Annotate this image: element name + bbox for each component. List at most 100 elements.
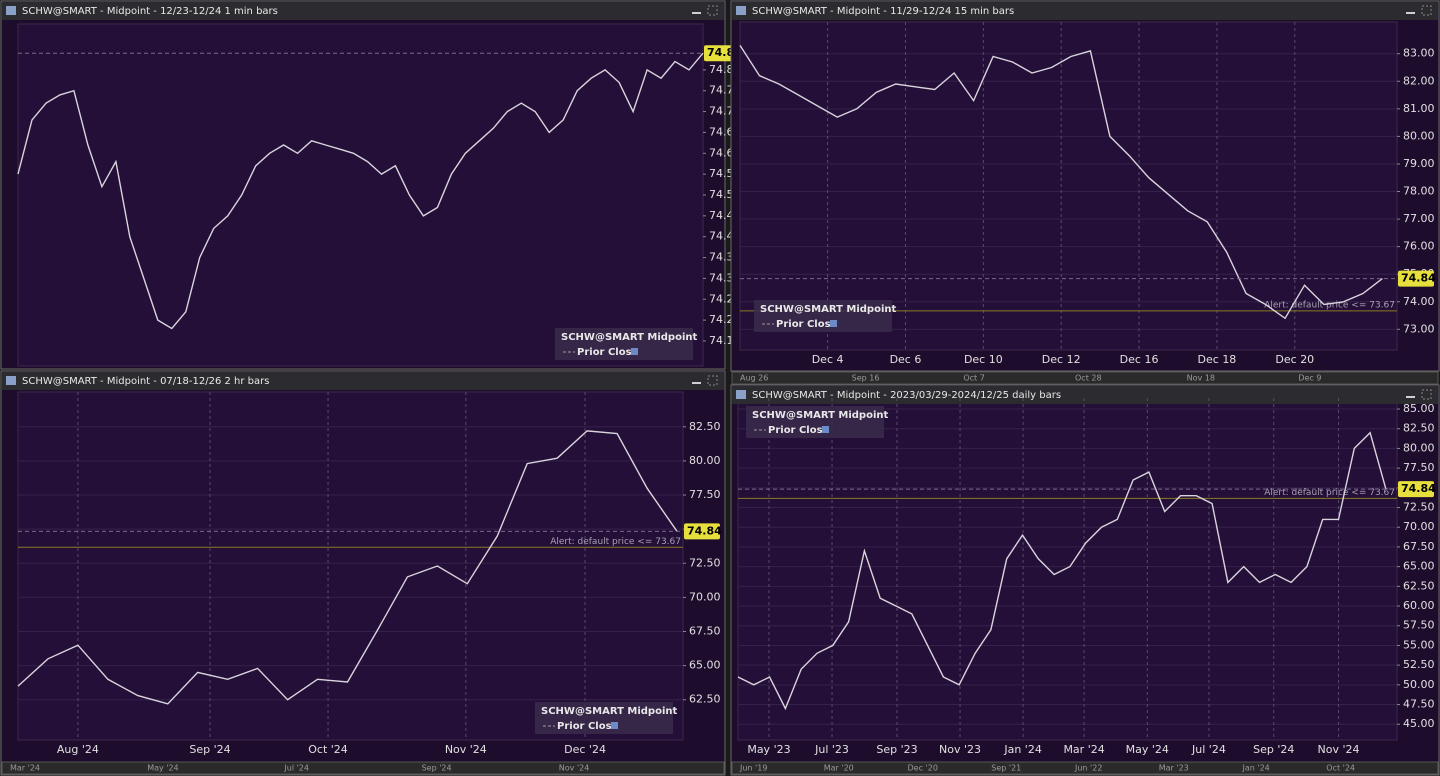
maximize-button[interactable]: [707, 375, 718, 386]
legend-title: SCHW@SMART Midpoint: [760, 304, 896, 315]
x-tick-label: Dec 12: [1042, 353, 1081, 366]
alert-label: Alert: default price <= 73.67: [550, 537, 681, 547]
x-tick-label: Dec 4: [812, 353, 844, 366]
navigator-label: Oct 7: [963, 374, 984, 383]
legend-box: [746, 406, 884, 438]
title-bar: [2, 2, 724, 20]
price-tag: [684, 523, 720, 540]
minimize-button[interactable]: [692, 12, 701, 14]
y-tick-label: 82.50: [1403, 422, 1435, 435]
y-tick-label: 62.50: [689, 693, 721, 706]
navigator[interactable]: [731, 761, 1439, 775]
minimize-button[interactable]: [692, 382, 701, 384]
y-tick-label: 74.1: [709, 334, 734, 347]
navigator-label: Dec 9: [1298, 374, 1321, 383]
navigator-label: Mar '20: [824, 764, 854, 773]
title-bar: [732, 386, 1438, 404]
maximize-button[interactable]: [707, 5, 718, 16]
price-tag-label: 74.84: [1401, 482, 1436, 495]
y-tick-label: 74.4: [709, 209, 734, 222]
price-line: [17, 52, 704, 330]
y-tick-label: 70.00: [689, 590, 721, 603]
y-tick-label: 80.00: [1403, 129, 1435, 142]
y-tick-label: 72.50: [1403, 501, 1435, 514]
x-tick-label: Jul '23: [814, 743, 849, 756]
y-tick-label: 74.7: [709, 105, 734, 118]
legend-box: [535, 702, 673, 734]
x-tick-label: Jan '24: [1003, 743, 1041, 756]
y-tick-label: 74.4: [709, 230, 734, 243]
legend-item: Prior Close: [768, 425, 830, 436]
legend-checkbox[interactable]: [822, 426, 829, 433]
y-tick-label: 85.00: [1403, 402, 1435, 415]
y-tick-label: 57.50: [1403, 619, 1435, 632]
x-tick-label: May '23: [747, 743, 790, 756]
y-tick-label: 72.50: [689, 556, 721, 569]
window-icon: [736, 6, 746, 15]
alert-label: Alert: default price <= 73.67: [1264, 488, 1395, 498]
legend-box: [555, 328, 693, 360]
navigator-label: Sep 16: [852, 374, 880, 383]
y-tick-label: 74.3: [709, 271, 734, 284]
y-tick-label: 65.00: [1403, 560, 1435, 573]
navigator-label: Nov 18: [1187, 374, 1215, 383]
y-tick-label: 52.50: [1403, 658, 1435, 671]
x-tick-label: Sep '23: [876, 743, 917, 756]
x-tick-label: Sep '24: [189, 743, 230, 756]
maximize-button[interactable]: [1421, 389, 1432, 400]
x-tick-label: Dec 6: [890, 353, 922, 366]
y-tick-label: 82.50: [689, 420, 721, 433]
legend-checkbox[interactable]: [830, 320, 837, 327]
y-tick-label: 47.50: [1403, 698, 1435, 711]
window-title: SCHW@SMART - Midpoint - 12/23-12/24 1 mi…: [22, 6, 278, 17]
x-tick-label: Dec 20: [1275, 353, 1314, 366]
navigator-label: Oct 28: [1075, 374, 1102, 383]
y-tick-label: 81.00: [1403, 102, 1435, 115]
y-tick-label: 77.50: [1403, 461, 1435, 474]
legend-item: Prior Close: [776, 319, 838, 330]
minimize-button[interactable]: [1406, 396, 1415, 398]
x-tick-label: Dec '24: [564, 743, 606, 756]
minimize-button[interactable]: [1406, 12, 1415, 14]
x-tick-label: Nov '24: [445, 743, 487, 756]
y-tick-label: 74.3: [709, 251, 734, 264]
y-tick-label: 76.00: [1403, 240, 1435, 253]
legend-checkbox[interactable]: [611, 722, 618, 729]
y-tick-label: 77.50: [689, 488, 721, 501]
x-tick-label: Nov '23: [939, 743, 981, 756]
window-icon: [6, 6, 16, 15]
price-tag-label: 74.8: [707, 46, 734, 59]
y-tick-label: 62.50: [1403, 579, 1435, 592]
plot-area: [17, 23, 704, 367]
y-tick-label: 67.50: [1403, 540, 1435, 553]
y-tick-label: 74.6: [709, 125, 734, 138]
y-tick-label: 82.00: [1403, 74, 1435, 87]
y-tick-label: 74.7: [709, 84, 734, 97]
navigator-label: Dec '20: [908, 764, 938, 773]
y-tick-label: 50.00: [1403, 678, 1435, 691]
navigator[interactable]: [731, 371, 1439, 385]
legend-item: Prior Close: [577, 347, 639, 358]
price-tag-label: 74.84: [687, 524, 722, 537]
price-line: [739, 45, 1383, 320]
plot-area: [739, 21, 1398, 351]
y-tick-label: 65.00: [689, 659, 721, 672]
y-tick-label: 74.8: [709, 63, 734, 76]
maximize-button[interactable]: [1421, 5, 1432, 16]
x-tick-label: Jul '24: [1191, 743, 1226, 756]
navigator[interactable]: [1, 761, 725, 775]
navigator-label: Mar '24: [10, 764, 40, 773]
x-tick-label: Oct '24: [308, 743, 348, 756]
y-tick-label: 74.00: [1403, 295, 1435, 308]
legend-title: SCHW@SMART Midpoint: [541, 706, 677, 717]
y-tick-label: 79.00: [1403, 157, 1435, 170]
legend-checkbox[interactable]: [631, 348, 638, 355]
legend-item: Prior Close: [557, 721, 619, 732]
price-line: [737, 431, 1387, 711]
y-tick-label: 83.00: [1403, 47, 1435, 60]
x-tick-label: Nov '24: [1318, 743, 1360, 756]
navigator-label: Oct '24: [1326, 764, 1355, 773]
x-tick-label: Aug '24: [57, 743, 99, 756]
